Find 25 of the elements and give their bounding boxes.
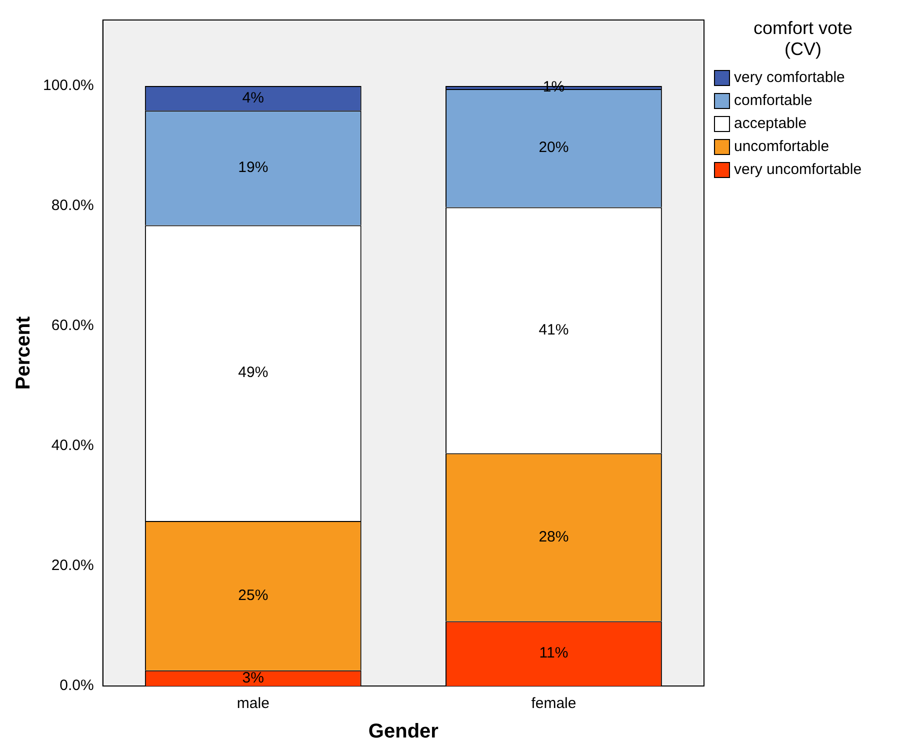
y-tick-label: 0.0% [60, 677, 94, 694]
legend-label: very uncomfortable [734, 161, 862, 178]
data-label: 28% [538, 528, 569, 546]
legend-label: comfortable [734, 92, 812, 109]
y-tick-label: 20.0% [51, 557, 94, 574]
x-tick-label: male [236, 695, 270, 712]
y-tick-label: 80.0% [51, 197, 94, 214]
data-label: 20% [538, 139, 569, 156]
y-axis-title: Percent [12, 316, 35, 390]
y-tick-label: 40.0% [51, 437, 94, 454]
y-tick-label: 60.0% [51, 317, 94, 334]
data-label: 4% [242, 89, 264, 106]
x-axis-title: Gender [368, 720, 439, 743]
data-label: 25% [238, 586, 268, 604]
data-label: 19% [238, 159, 268, 176]
legend-label: very comfortable [734, 69, 845, 86]
y-tick-label: 100.0% [43, 77, 94, 94]
data-label: 11% [539, 644, 568, 662]
legend-title: comfort vote (CV) [752, 18, 854, 60]
data-label: 49% [238, 364, 268, 382]
x-tick-label: female [531, 695, 576, 712]
text: acceptable [734, 115, 807, 132]
legend-label: uncomfortable [734, 138, 830, 155]
data-label: 41% [538, 321, 569, 338]
data-label: 3% [242, 669, 264, 686]
